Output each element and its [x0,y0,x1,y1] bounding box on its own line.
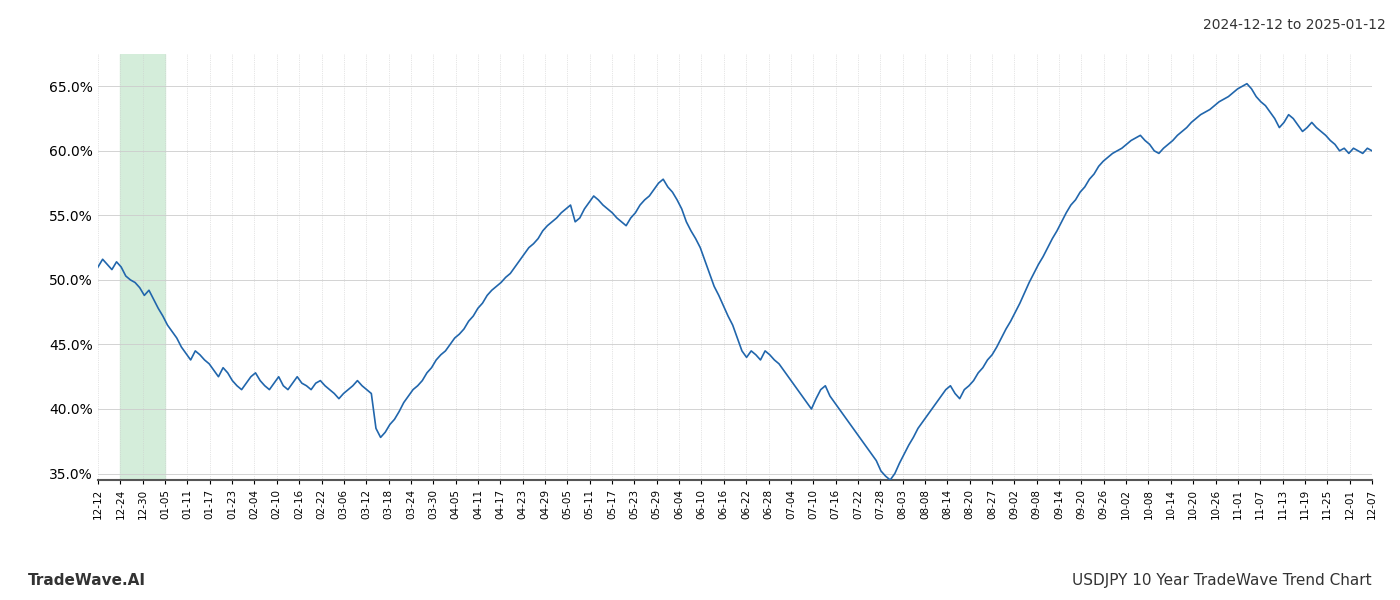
Text: 2024-12-12 to 2025-01-12: 2024-12-12 to 2025-01-12 [1203,18,1386,32]
Text: USDJPY 10 Year TradeWave Trend Chart: USDJPY 10 Year TradeWave Trend Chart [1072,573,1372,588]
Text: TradeWave.AI: TradeWave.AI [28,573,146,588]
Bar [120,54,165,480]
